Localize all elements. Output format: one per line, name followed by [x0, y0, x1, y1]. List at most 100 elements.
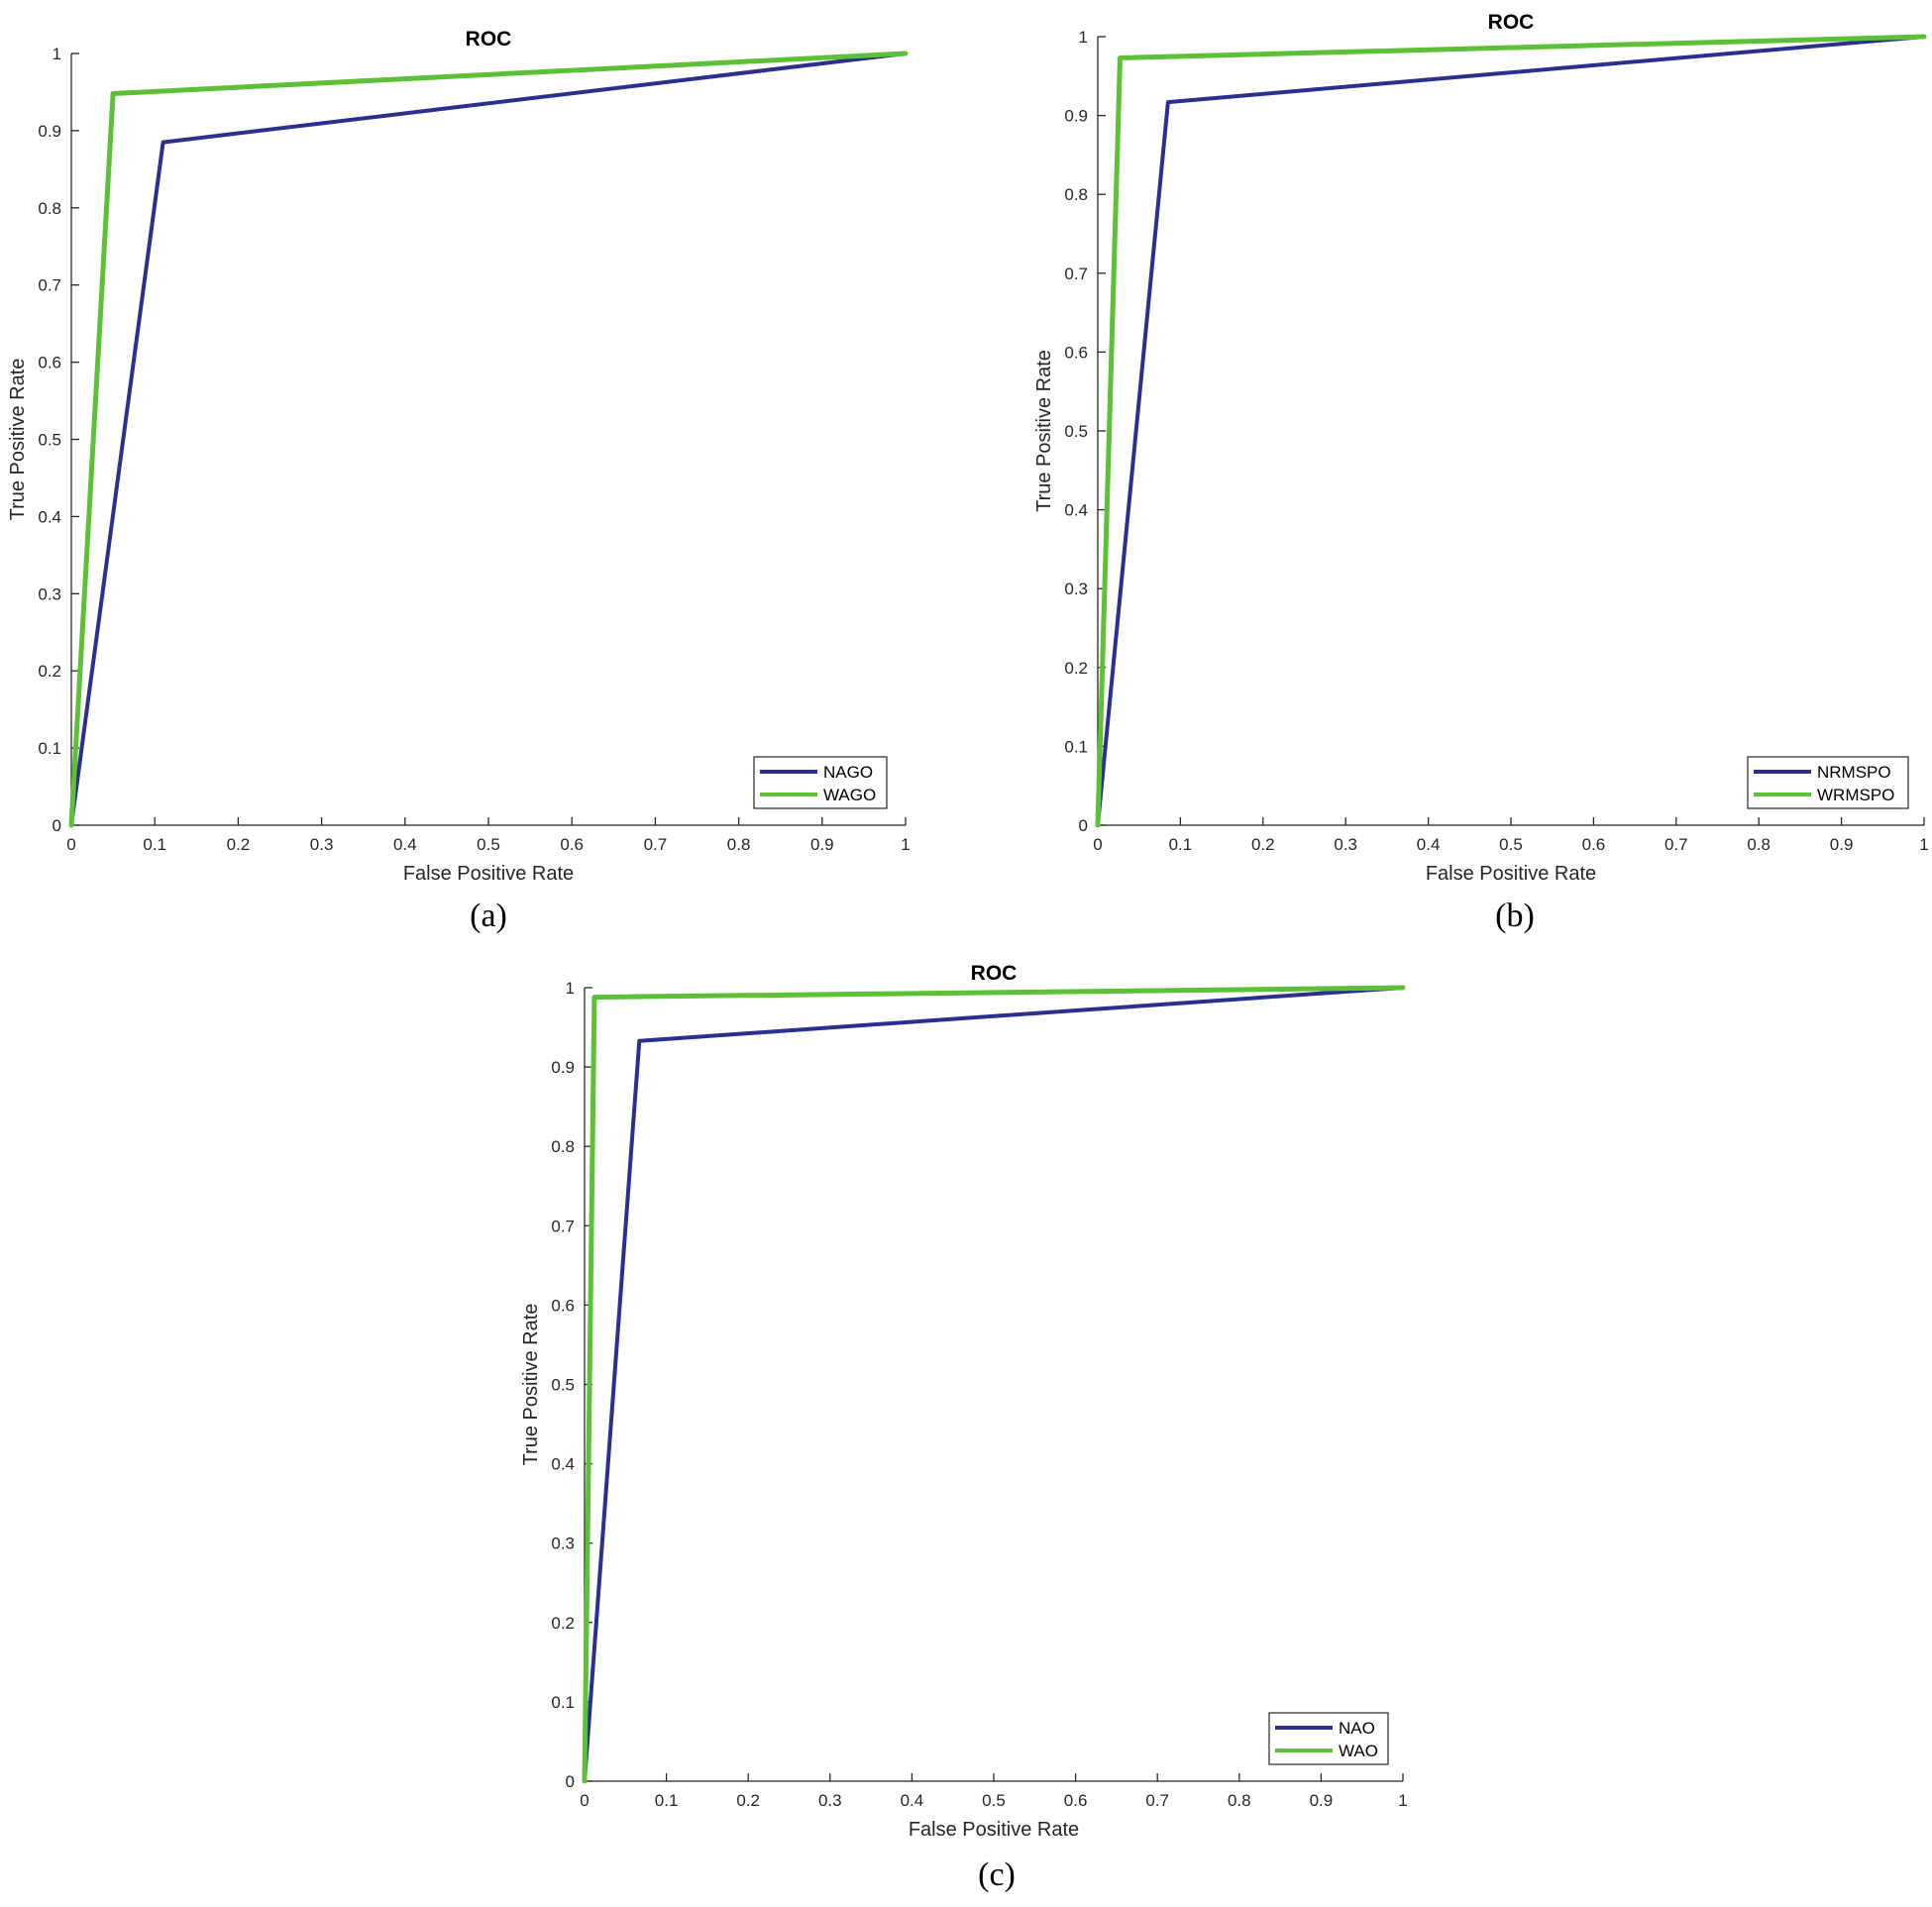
x-tick-label: 0.3	[818, 1791, 842, 1810]
x-tick-label: 0.8	[1747, 835, 1771, 854]
y-tick-label: 0.4	[38, 507, 61, 526]
y-tick-label: 0.6	[551, 1296, 575, 1315]
y-tick-label: 0	[566, 1772, 575, 1791]
legend: NAGO WAGO	[753, 756, 888, 809]
x-tick-label: 0.2	[1251, 835, 1275, 854]
y-tick-label: 0.6	[1064, 343, 1088, 362]
chart-title: ROC	[466, 28, 512, 51]
series-line-nago	[69, 52, 908, 827]
roc-chart-1: 0 0.1 0.2 0.3 0.4 0.5 0.6 0.7 0.8 0.9 1 0 0.1 0.2 0.3 0…	[7, 28, 911, 934]
legend-label: NAGO	[823, 763, 873, 782]
x-tick-label: 0.5	[1499, 835, 1523, 854]
y-axis-label: True Positive Rate	[1033, 350, 1055, 512]
legend-label: NAO	[1339, 1719, 1375, 1738]
y-tick-label: 0.4	[1064, 501, 1088, 520]
legend: NRMSPO WRMSPO	[1747, 756, 1909, 809]
series-line-wrmspo	[1095, 34, 1927, 828]
x-axis-label: False Positive Rate	[403, 863, 574, 885]
chart-title: ROC	[971, 962, 1018, 985]
legend-box	[1268, 1712, 1389, 1765]
panel-caption: (b)	[1495, 898, 1535, 934]
series-line-wago	[68, 51, 909, 828]
series-line-nrmspo	[1096, 35, 1926, 827]
x-tick-label: 0.7	[644, 835, 668, 854]
y-tick-label: 0.1	[551, 1693, 575, 1712]
y-tick-label: 0.9	[38, 122, 61, 141]
x-tick-label: 0.1	[1169, 835, 1193, 854]
y-tick-label: 0.7	[551, 1217, 575, 1235]
y-tick-label: 0.8	[551, 1137, 575, 1156]
panel-caption: (c)	[978, 1856, 1016, 1893]
x-tick-label: 0.6	[1064, 1791, 1088, 1810]
y-tick-label: 0.2	[38, 662, 61, 681]
y-tick-label: 0.7	[1064, 265, 1088, 283]
y-tick-label: 0.2	[551, 1614, 575, 1633]
x-tick-label: 0.3	[1334, 835, 1357, 854]
y-axis-label: True Positive Rate	[7, 359, 29, 521]
legend-label: WAGO	[823, 786, 876, 804]
chart-title: ROC	[1488, 11, 1535, 34]
y-tick-label: 0.2	[1064, 659, 1088, 678]
y-tick-label: 0	[53, 816, 61, 835]
legend-box	[753, 756, 888, 809]
x-tick-label: 0.9	[1830, 835, 1854, 854]
x-tick-label: 1	[901, 835, 910, 854]
x-tick-label: 0.1	[655, 1791, 679, 1810]
x-tick-label: 0.8	[1228, 1791, 1251, 1810]
y-tick-label: 0.5	[1064, 422, 1088, 441]
x-tick-label: 0.9	[1310, 1791, 1334, 1810]
x-tick-label: 0.8	[727, 835, 751, 854]
y-tick-label: 1	[1079, 28, 1088, 47]
x-tick-label: 0.5	[477, 835, 500, 854]
x-tick-label: 0.7	[1664, 835, 1688, 854]
y-tick-label: 0.4	[551, 1455, 575, 1474]
x-tick-label: 0.1	[143, 835, 166, 854]
x-tick-label: 0.4	[393, 835, 417, 854]
y-tick-label: 0.7	[38, 276, 61, 295]
y-tick-label: 0.5	[551, 1376, 575, 1395]
y-tick-label: 0.3	[38, 584, 61, 603]
x-tick-label: 0.3	[310, 835, 334, 854]
series-line-wao	[582, 985, 1406, 1784]
x-tick-label: 0.4	[901, 1791, 924, 1810]
legend-label: WAO	[1339, 1742, 1378, 1760]
y-tick-label: 0.1	[1064, 737, 1088, 756]
y-tick-label: 0.3	[1064, 580, 1088, 598]
y-tick-label: 0.5	[38, 431, 61, 450]
y-tick-label: 1	[53, 45, 61, 63]
x-axis-label: False Positive Rate	[909, 1819, 1079, 1841]
y-tick-label: 0	[1079, 816, 1088, 835]
x-tick-label: 1	[1398, 1791, 1407, 1810]
legend: NAO WAO	[1268, 1712, 1389, 1765]
y-tick-label: 0.9	[1064, 107, 1088, 126]
x-tick-label: 0.2	[736, 1791, 760, 1810]
y-tick-label: 0.8	[1064, 185, 1088, 204]
series-line-nao	[583, 986, 1405, 1783]
x-axis-label: False Positive Rate	[1426, 863, 1596, 885]
y-tick-label: 1	[566, 979, 575, 998]
x-tick-label: 0	[580, 1791, 589, 1810]
x-tick-label: 1	[1919, 835, 1928, 854]
x-tick-label: 0	[66, 835, 75, 854]
y-tick-label: 0.3	[551, 1535, 575, 1553]
legend-label: NRMSPO	[1817, 763, 1891, 782]
x-tick-label: 0.4	[1417, 835, 1441, 854]
x-tick-label: 0.9	[810, 835, 834, 854]
y-axis-label: True Positive Rate	[520, 1304, 542, 1466]
y-tick-label: 0.9	[551, 1058, 575, 1077]
x-tick-label: 0.7	[1145, 1791, 1169, 1810]
x-tick-label: 0.5	[982, 1791, 1006, 1810]
x-tick-label: 0.6	[560, 835, 584, 854]
roc-chart-2: 0 0.1 0.2 0.3 0.4 0.5 0.6 0.7 0.8 0.9 1 0 0.1 0.2 0.3 0…	[1033, 11, 1929, 934]
y-tick-label: 0.8	[38, 199, 61, 218]
panel-caption: (a)	[470, 898, 507, 934]
x-tick-label: 0.6	[1582, 835, 1606, 854]
roc-chart-3: 0 0.1 0.2 0.3 0.4 0.5 0.6 0.7 0.8 0.9 1 0 0.1 0.2 0.3 0…	[520, 962, 1408, 1893]
x-tick-label: 0.2	[227, 835, 251, 854]
legend-box	[1747, 756, 1909, 809]
y-tick-label: 0.1	[38, 739, 61, 758]
y-tick-label: 0.6	[38, 354, 61, 372]
legend-label: WRMSPO	[1817, 786, 1894, 804]
x-tick-label: 0	[1093, 835, 1102, 854]
